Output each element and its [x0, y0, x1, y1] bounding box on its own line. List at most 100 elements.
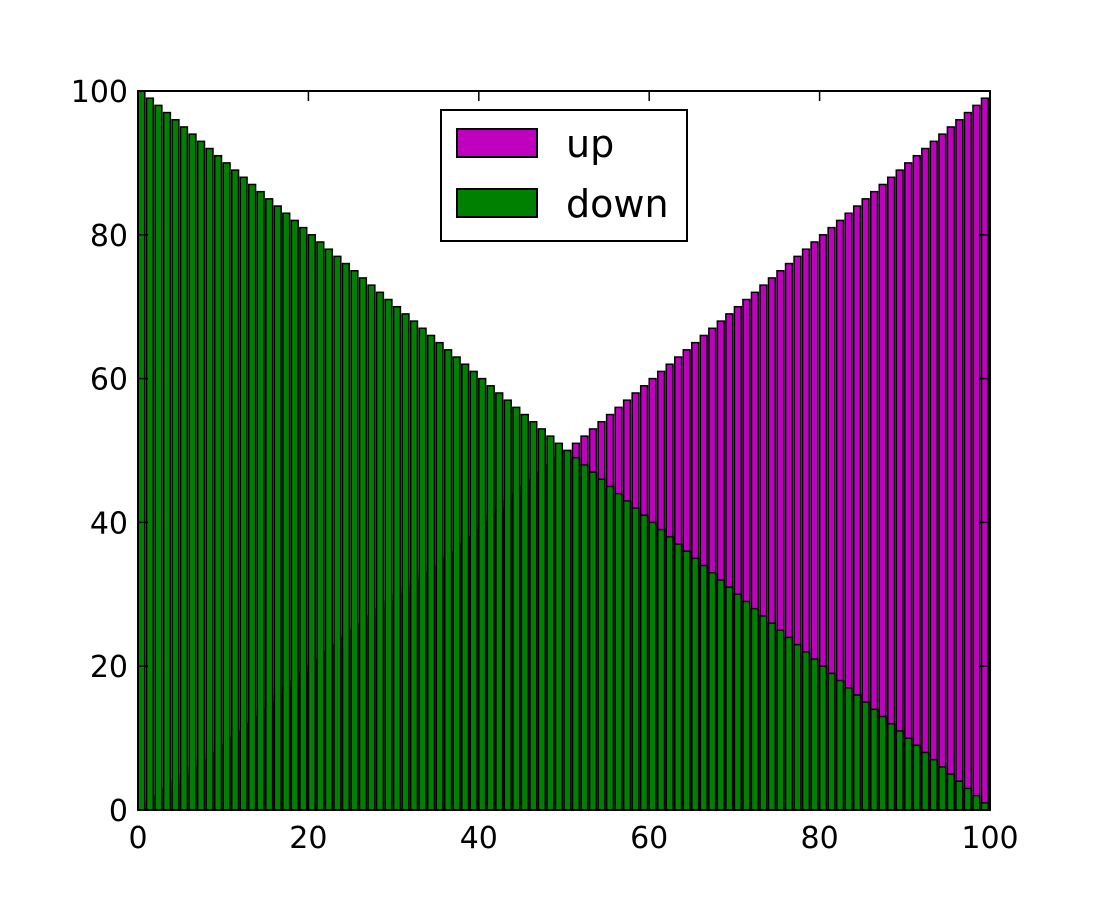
- bar-up-96: [955, 119, 964, 811]
- legend-label-up: up: [566, 122, 614, 166]
- bar-up-91: [912, 154, 921, 811]
- bar-up-92: [921, 147, 930, 811]
- bar-down-44: [512, 406, 521, 811]
- bar-down-84: [852, 694, 862, 811]
- y-tick-label: 20: [90, 650, 128, 685]
- x-axis-tick-labels: 0 20 40 60 80 100: [128, 821, 1018, 856]
- bar-down-59: [639, 514, 649, 811]
- bar-down-16: [273, 205, 282, 811]
- bar-down-15: [265, 198, 274, 811]
- bar-up-90: [904, 162, 913, 811]
- bar-down-33: [418, 327, 427, 811]
- bar-down-22: [324, 248, 334, 811]
- bar-down-75: [776, 629, 785, 811]
- bar-down-27: [367, 284, 376, 811]
- bar-down-6: [188, 133, 197, 811]
- x-tick-label: 20: [289, 821, 327, 856]
- bar-down-52: [580, 464, 589, 811]
- bar-down-19: [299, 226, 308, 811]
- bar-down-58: [631, 507, 640, 811]
- bar-down-53: [588, 471, 598, 811]
- bar-down-79: [810, 658, 819, 811]
- bar-down-85: [861, 701, 870, 811]
- y-axis-tick-labels: 0 20 40 60 80 100: [71, 75, 128, 829]
- bar-down-9: [213, 154, 223, 811]
- bar-down-3: [162, 111, 172, 811]
- bar-down-26: [358, 277, 368, 811]
- bar-down-2: [154, 104, 163, 811]
- y-tick-label: 100: [71, 75, 128, 110]
- bar-down-87: [878, 715, 887, 811]
- bar-down-29: [384, 298, 393, 811]
- bar-down-11: [230, 169, 240, 811]
- bar-down-57: [622, 500, 632, 811]
- x-tick-label: 60: [630, 821, 668, 856]
- bar-down-95: [946, 773, 955, 811]
- bar-down-1: [145, 97, 155, 811]
- bar-down-97: [963, 787, 973, 811]
- bar-down-78: [801, 651, 811, 811]
- bar-down-72: [750, 607, 760, 811]
- bar-up-88: [887, 176, 896, 811]
- bar-down-8: [205, 147, 214, 811]
- bar-down-20: [307, 234, 316, 811]
- bar-down-23: [333, 255, 342, 811]
- bar-down-40: [478, 377, 487, 811]
- bar-down-89: [895, 730, 904, 811]
- bar-up-97: [963, 111, 973, 811]
- bar-down-14: [256, 190, 265, 811]
- bar-down-42: [495, 392, 504, 811]
- x-tick-label: 80: [801, 821, 839, 856]
- bar-down-48: [546, 435, 555, 811]
- legend-swatch-up: [456, 128, 538, 158]
- bar-down-94: [938, 766, 947, 811]
- bar-down-77: [793, 643, 802, 811]
- x-tick-label: 100: [961, 821, 1018, 856]
- bar-down-46: [529, 420, 538, 811]
- y-tick-label: 40: [90, 506, 128, 541]
- bar-down-92: [921, 751, 930, 811]
- bar-down-55: [605, 485, 615, 811]
- bar-down-99: [980, 802, 990, 811]
- bar-down-31: [401, 313, 410, 811]
- bar-down-12: [239, 176, 248, 811]
- bar-down-4: [171, 119, 180, 811]
- bar-down-50: [563, 449, 572, 811]
- bar-down-82: [835, 679, 845, 811]
- bar-up-98: [972, 104, 981, 811]
- bar-down-63: [674, 543, 683, 811]
- bar-down-24: [341, 262, 351, 811]
- bar-down-83: [844, 687, 853, 811]
- bar-down-93: [929, 758, 938, 811]
- x-tick-label: 0: [128, 821, 147, 856]
- bar-down-98: [972, 794, 981, 811]
- bar-down-67: [708, 571, 717, 811]
- bar-down-36: [443, 349, 453, 811]
- bar-down-71: [742, 600, 751, 811]
- legend-swatch-down: [456, 188, 538, 218]
- bar-down-68: [716, 579, 725, 811]
- bar-down-91: [912, 744, 921, 811]
- bar-up-99: [980, 97, 990, 811]
- bar-down-41: [486, 385, 495, 811]
- bar-down-96: [955, 780, 964, 811]
- bar-down-18: [290, 219, 299, 811]
- bar-down-76: [784, 636, 794, 811]
- bar-down-34: [426, 334, 436, 811]
- bar-down-43: [503, 399, 512, 811]
- bar-down-7: [196, 140, 206, 811]
- bar-down-10: [222, 162, 231, 811]
- bar-down-51: [571, 456, 581, 811]
- bar-down-88: [887, 722, 896, 811]
- bar-down-60: [648, 521, 657, 811]
- bar-down-62: [665, 536, 674, 811]
- y-tick-label: 0: [109, 794, 128, 829]
- bar-down-86: [869, 708, 879, 811]
- bar-down-17: [282, 212, 291, 811]
- bar-down-61: [656, 528, 666, 811]
- legend: up down: [440, 109, 688, 242]
- bar-down-73: [759, 615, 768, 811]
- bar-down-47: [537, 428, 547, 811]
- y-tick-label: 60: [90, 363, 128, 398]
